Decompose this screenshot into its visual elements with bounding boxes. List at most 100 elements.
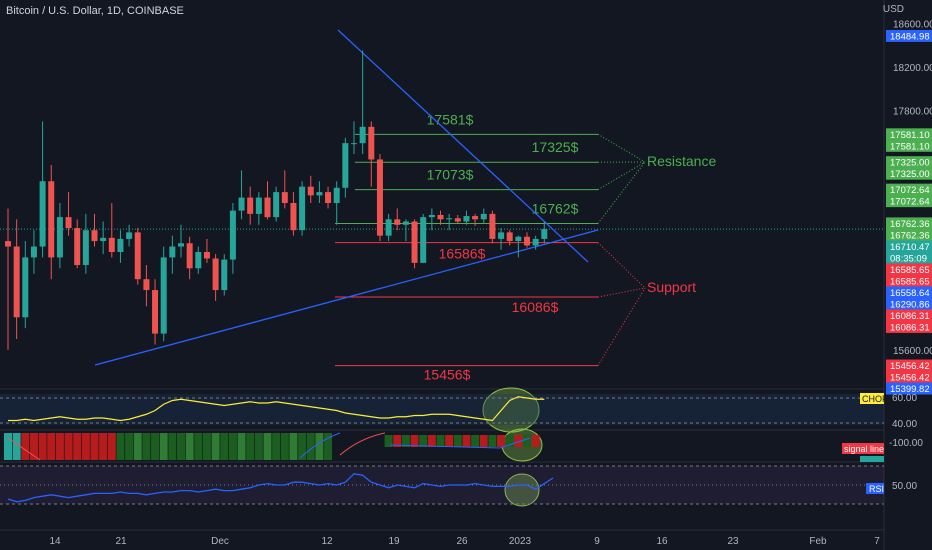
resistance-label: 16762$ [532, 200, 579, 216]
candle-body [91, 230, 98, 242]
signal-bar [159, 433, 168, 460]
price-tag [886, 382, 932, 395]
time-axis[interactable]: 14 21 Dec 12 19 26 2023 9 16 23 Feb 7 [49, 536, 880, 547]
chop-tick: 60.00 [892, 393, 917, 404]
price-tag [886, 263, 932, 276]
signal-bar [246, 433, 255, 460]
candle-body [238, 197, 245, 211]
price-tag-text: 17072.64 [890, 197, 930, 208]
price-tag-text: 15399.82 [890, 384, 930, 395]
candle-body [203, 251, 210, 259]
support-title: Support [647, 279, 696, 295]
candle-series [5, 50, 548, 350]
price-tag [886, 217, 932, 230]
candle-body [13, 246, 20, 318]
signal-bar [289, 433, 298, 460]
candle-body [212, 258, 219, 291]
price-tag [886, 286, 932, 299]
signal-tick: -100.00 [889, 438, 923, 449]
price-tag-text: 17581.10 [890, 141, 930, 152]
support-label: 16586$ [439, 246, 486, 262]
price-tag [886, 359, 932, 372]
price-tag-text: 16086.31 [890, 322, 930, 333]
time-tick-label: 7 [874, 536, 880, 547]
candle-body [108, 237, 115, 252]
candle-body [506, 232, 513, 242]
resistance-connector [597, 161, 646, 224]
price-tag-text: 16086.31 [890, 311, 930, 322]
price-tag [886, 167, 932, 180]
chop-line [8, 396, 545, 422]
signal-bar [99, 433, 108, 460]
price-tag-text: 17072.64 [890, 185, 930, 196]
time-tick-label: 9 [594, 536, 600, 547]
price-tag [886, 195, 932, 208]
signal-bar [237, 433, 246, 460]
candle-body [498, 232, 505, 239]
signal-bar [298, 433, 307, 460]
candle-body [446, 218, 453, 220]
candle-body [290, 203, 297, 231]
candle-body [411, 221, 418, 263]
signal-bar [107, 433, 116, 460]
signal-bar [177, 433, 185, 460]
time-tick-label: 14 [49, 536, 61, 547]
price-axis[interactable]: 18600.00 18200.00 17800.00 15600.00 18484.98… [842, 19, 932, 494]
signal-bar [462, 435, 471, 447]
signal-bar [220, 433, 229, 460]
candle-body [394, 219, 401, 225]
signal-bar [4, 433, 12, 460]
signal-badge-secondary [860, 456, 884, 462]
signal-bar [90, 433, 99, 460]
support-connector [597, 287, 646, 366]
resistance-label: 17073$ [427, 167, 474, 183]
rsi-name: RSI [869, 484, 884, 494]
price-tag [886, 320, 932, 333]
candle-body [160, 257, 167, 334]
signal-bar [228, 433, 237, 460]
price-tick-label: 18600.00 [893, 19, 932, 30]
price-tag [886, 274, 932, 287]
signal-bar [194, 433, 203, 460]
resistance-title: Resistance [647, 153, 716, 169]
candle-body [376, 159, 383, 236]
candle-body [489, 213, 496, 239]
candle-body [169, 246, 176, 258]
signal-bar [410, 435, 419, 447]
signal-bar [488, 435, 497, 447]
candle-body [221, 259, 228, 291]
candle-body [472, 216, 479, 220]
signal-bar [151, 433, 160, 460]
candle-body [134, 232, 141, 280]
signal-bar [116, 433, 125, 460]
time-tick-label: 12 [321, 536, 333, 547]
signal-bar [272, 433, 281, 460]
signal-bar [81, 433, 90, 460]
descending-trendline [337, 29, 589, 263]
candle-body [281, 192, 288, 203]
signal-badge [842, 443, 884, 454]
candle-body [299, 186, 306, 231]
candle-body [195, 251, 202, 269]
price-tag-text: 16762.36 [890, 219, 930, 230]
signal-bar [505, 435, 514, 447]
support-connector [597, 287, 646, 298]
price-tag [886, 128, 932, 141]
candle-body [463, 216, 470, 222]
chop-name: CHOP [862, 394, 888, 404]
candle-body [325, 192, 332, 203]
candle-body [428, 214, 435, 218]
support-label: 16086$ [512, 299, 559, 315]
indicator-panes [0, 394, 884, 505]
price-tag-text: 16762.36 [890, 230, 930, 241]
price-tag-text: 16290.86 [890, 299, 930, 310]
signal-bar [12, 433, 21, 460]
trendlines [94, 29, 599, 366]
candle-body [368, 126, 375, 160]
candle-body [454, 218, 461, 222]
candle-body [515, 236, 522, 242]
signal-bar [453, 435, 462, 447]
price-tag-text: 17581.10 [890, 130, 930, 141]
time-tick-label: 23 [727, 536, 739, 547]
support-connector [597, 242, 646, 289]
